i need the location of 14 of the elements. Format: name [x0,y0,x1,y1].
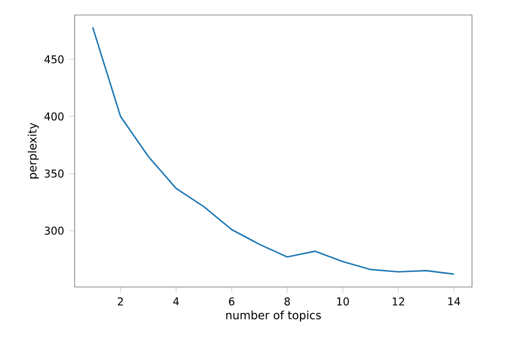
y-tick-label: 450 [44,55,64,64]
y-tick-label: 350 [44,170,64,178]
x-axis-title: number of topics [226,310,321,322]
x-tick-label: 2 [118,297,123,306]
x-tick-label: 4 [173,297,179,306]
line-series [92,26,455,275]
x-tick-label: 12 [392,297,404,306]
x-tick-label: 14 [448,297,460,306]
y-axis-title: perplexity [28,122,39,178]
x-tick-label: 10 [337,297,349,306]
x-tick-label: 6 [229,297,234,306]
y-tick-label: 300 [44,226,64,235]
y-tick-label: 400 [44,112,64,120]
x-tick-label: 8 [284,297,290,306]
